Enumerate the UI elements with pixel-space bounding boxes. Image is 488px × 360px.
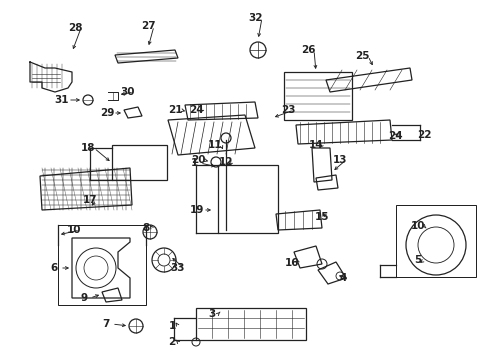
Bar xyxy=(196,308,305,340)
Text: 7: 7 xyxy=(102,319,109,329)
Text: 27: 27 xyxy=(141,21,155,31)
Text: 24: 24 xyxy=(188,105,203,115)
Text: 16: 16 xyxy=(284,258,299,268)
Text: 14: 14 xyxy=(308,140,323,150)
Bar xyxy=(218,165,278,233)
Text: 8: 8 xyxy=(142,223,149,233)
Text: 12: 12 xyxy=(218,157,233,167)
Text: 1: 1 xyxy=(168,321,175,331)
Text: 26: 26 xyxy=(300,45,315,55)
Text: 18: 18 xyxy=(81,143,95,153)
Bar xyxy=(58,225,146,305)
Text: 29: 29 xyxy=(100,108,114,118)
Text: 32: 32 xyxy=(248,13,263,23)
Text: 15: 15 xyxy=(314,212,328,222)
Text: 13: 13 xyxy=(332,155,346,165)
Text: 22: 22 xyxy=(416,130,430,140)
Text: 2: 2 xyxy=(168,337,175,347)
Text: 30: 30 xyxy=(121,87,135,97)
Bar xyxy=(112,145,167,180)
Text: 11: 11 xyxy=(207,140,222,150)
Text: 33: 33 xyxy=(170,263,185,273)
Text: 28: 28 xyxy=(68,23,82,33)
Text: 5: 5 xyxy=(413,255,421,265)
Text: 17: 17 xyxy=(82,195,97,205)
Text: 20: 20 xyxy=(190,155,205,165)
Bar xyxy=(284,72,351,120)
Text: 1: 1 xyxy=(190,158,197,168)
Text: 3: 3 xyxy=(208,309,215,319)
Text: 21: 21 xyxy=(167,105,182,115)
Text: 25: 25 xyxy=(354,51,368,61)
Text: 10: 10 xyxy=(410,221,425,231)
Text: 9: 9 xyxy=(80,293,87,303)
Text: 23: 23 xyxy=(280,105,295,115)
Text: 4: 4 xyxy=(339,273,346,283)
Text: 10: 10 xyxy=(67,225,81,235)
Text: 19: 19 xyxy=(189,205,204,215)
Text: 24: 24 xyxy=(387,131,402,141)
Bar xyxy=(395,205,475,277)
Text: 6: 6 xyxy=(50,263,58,273)
Text: 31: 31 xyxy=(55,95,69,105)
